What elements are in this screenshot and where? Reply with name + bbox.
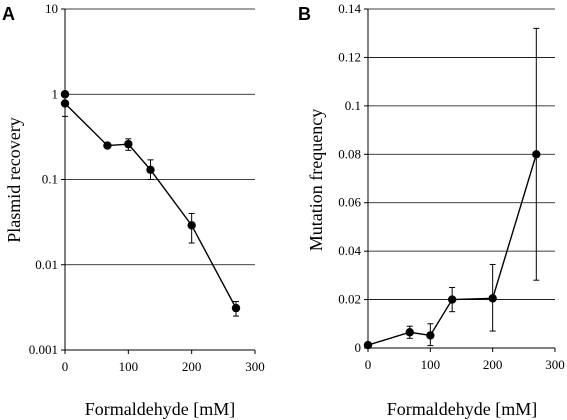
- y-tick-label: 0.12: [338, 49, 361, 64]
- panel-a: A 0.001 0.01 0.1 1 10 0 100 200 300 Formaldehyd…: [2, 1, 265, 419]
- panel-b-series: [363, 27, 541, 350]
- x-tick-label: 300: [545, 357, 565, 372]
- panel-a-series: [60, 90, 241, 317]
- data-point: [103, 141, 112, 150]
- x-tick-label: 300: [245, 359, 265, 374]
- panel-a-letter: A: [2, 4, 15, 24]
- x-tick-label: 200: [483, 357, 503, 372]
- panel-b-axes: [364, 8, 556, 352]
- y-tick-label: 0.1: [345, 98, 361, 113]
- y-tick-label: 0: [355, 340, 362, 355]
- data-point: [363, 340, 373, 350]
- data-point: [532, 150, 541, 159]
- x-tick-label: 200: [182, 359, 202, 374]
- data-point: [60, 99, 70, 108]
- y-tick-label: 0.14: [338, 1, 361, 16]
- y-tick-label: 0.04: [338, 243, 361, 258]
- y-tick-label: 0.06: [338, 195, 361, 210]
- data-point: [124, 139, 133, 149]
- panel-a-y-axis-label: Plasmid recovery: [4, 117, 24, 242]
- data-point: [146, 165, 155, 174]
- series-line: [367, 154, 537, 346]
- data-point: [405, 328, 414, 337]
- data-point: [426, 331, 435, 340]
- panel-b-y-tick-labels: 0 0.02 0.04 0.06 0.08 0.1 0.12 0.14: [338, 1, 361, 355]
- y-tick-label: 0.1: [42, 172, 58, 187]
- panel-b-grid: [368, 8, 555, 300]
- panel-b-y-axis-label: Mutation frequency: [306, 109, 326, 251]
- panel-a-x-tick-labels: 0 100 200 300: [62, 359, 265, 374]
- panel-a-y-tick-labels: 0.001 0.01 0.1 1 10: [29, 1, 58, 357]
- y-tick-label: 0.08: [338, 146, 361, 161]
- x-tick-label: 0: [365, 357, 372, 372]
- panel-a-grid: [65, 8, 255, 266]
- y-tick-label: 0.001: [29, 342, 58, 357]
- y-tick-label: 0.01: [35, 257, 58, 272]
- panel-b-x-tick-labels: 0 100 200 300: [365, 357, 565, 372]
- y-tick-label: 0.02: [338, 292, 361, 307]
- y-tick-label: 1: [52, 86, 59, 101]
- panel-b-x-axis-label: Formaldehyde [mM]: [387, 399, 537, 419]
- data-point: [488, 294, 497, 303]
- panel-b-letter: B: [298, 4, 311, 24]
- series-line: [64, 102, 237, 309]
- data-point: [231, 303, 241, 313]
- panel-a-x-axis-label: Formaldehyde [mM]: [85, 399, 235, 419]
- data-point: [447, 295, 457, 304]
- panel-a-axes: [61, 8, 256, 354]
- x-tick-label: 100: [119, 359, 139, 374]
- x-tick-label: 0: [62, 359, 69, 374]
- x-tick-label: 100: [421, 357, 441, 372]
- panel-b: B 0 0.02 0.04 0.06 0.08 0.1 0.12 0.14 0 100 200 30…: [298, 1, 565, 419]
- y-tick-label: 10: [45, 1, 58, 16]
- data-point: [187, 221, 196, 230]
